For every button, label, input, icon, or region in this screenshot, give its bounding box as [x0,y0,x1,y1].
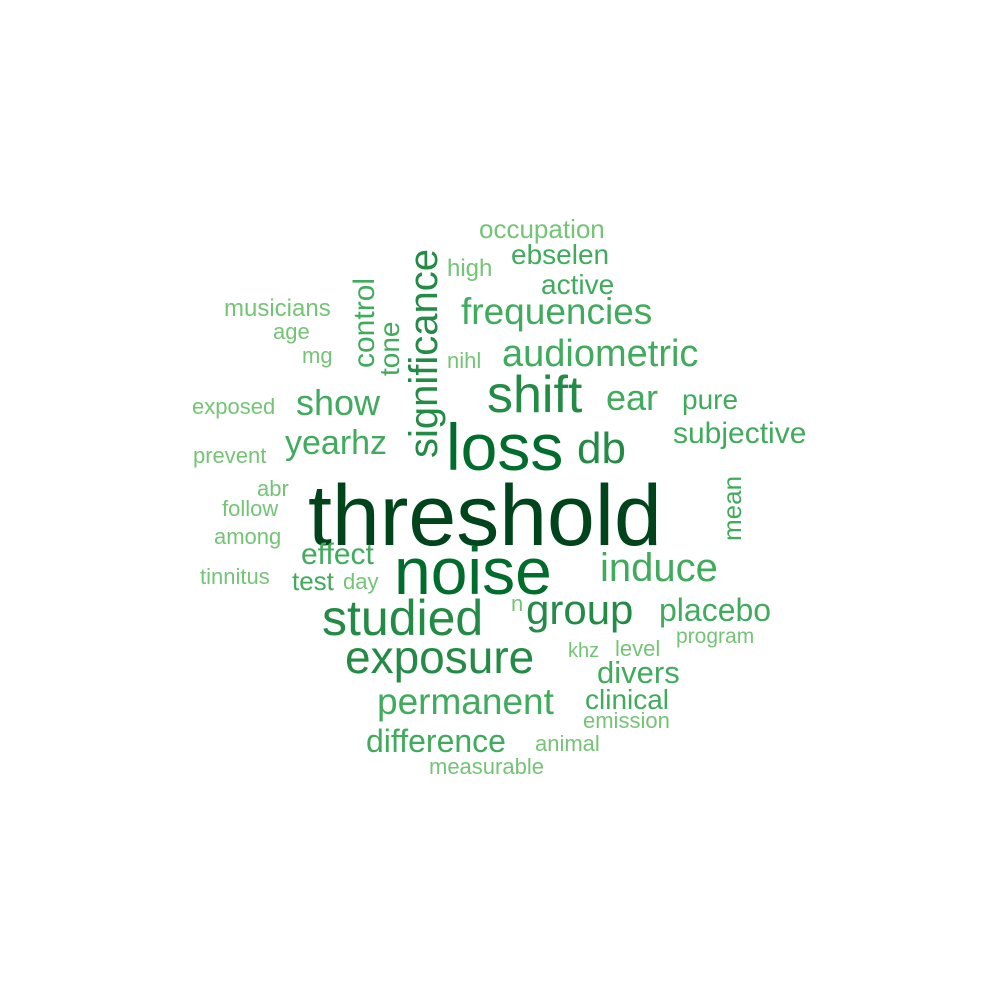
word-loss: loss [446,410,564,484]
word-prevent: prevent [193,443,267,468]
word-shift: shift [487,366,583,424]
word-animal: animal [535,731,600,756]
word-clinical: clinical [585,684,670,715]
word-mean: mean [717,475,747,541]
word-high: high [447,255,493,282]
word-noise: noise [394,534,552,608]
word-program: program [676,625,755,648]
word-divers: divers [597,655,680,690]
word-subjective: subjective [673,417,807,450]
word-difference: difference [366,723,506,759]
word-placebo: placebo [659,592,772,628]
word-occupation: occupation [479,214,605,244]
word-among: among [214,524,282,549]
word-exposed: exposed [192,394,276,419]
word-group: group [526,586,634,633]
word-yearhz: yearhz [285,424,388,462]
word-tone: tone [374,321,405,377]
word-tinnitus: tinnitus [200,564,270,589]
word-db: db [577,424,626,473]
word-pure: pure [682,384,739,415]
word-frequencies: frequencies [461,291,653,332]
word-induce: induce [600,546,718,590]
word-emission: emission [583,708,670,733]
word-active: active [541,269,615,300]
word-ear: ear [606,377,659,418]
word-permanent: permanent [377,681,554,722]
word-exposure: exposure [345,631,535,683]
word-follow: follow [222,496,279,521]
word-test: test [292,566,334,596]
word-mg: mg [302,343,333,368]
word-ebselen: ebselen [511,239,610,270]
word-show: show [296,382,381,423]
word-significance: significance [402,248,446,458]
word-audiometric: audiometric [502,333,699,375]
word-threshold: threshold [308,468,662,564]
word-level: level [615,636,661,661]
word-measurable: measurable [429,754,544,779]
word-age: age [273,319,310,344]
word-studied: studied [322,590,484,646]
word-khz: khz [568,640,600,662]
word-nihl: nihl [447,348,482,373]
word-effect: effect [301,538,374,571]
word-musicians: musicians [224,295,331,322]
word-n: n [511,591,524,616]
word-abr: abr [257,476,289,501]
word-day: day [343,569,379,594]
